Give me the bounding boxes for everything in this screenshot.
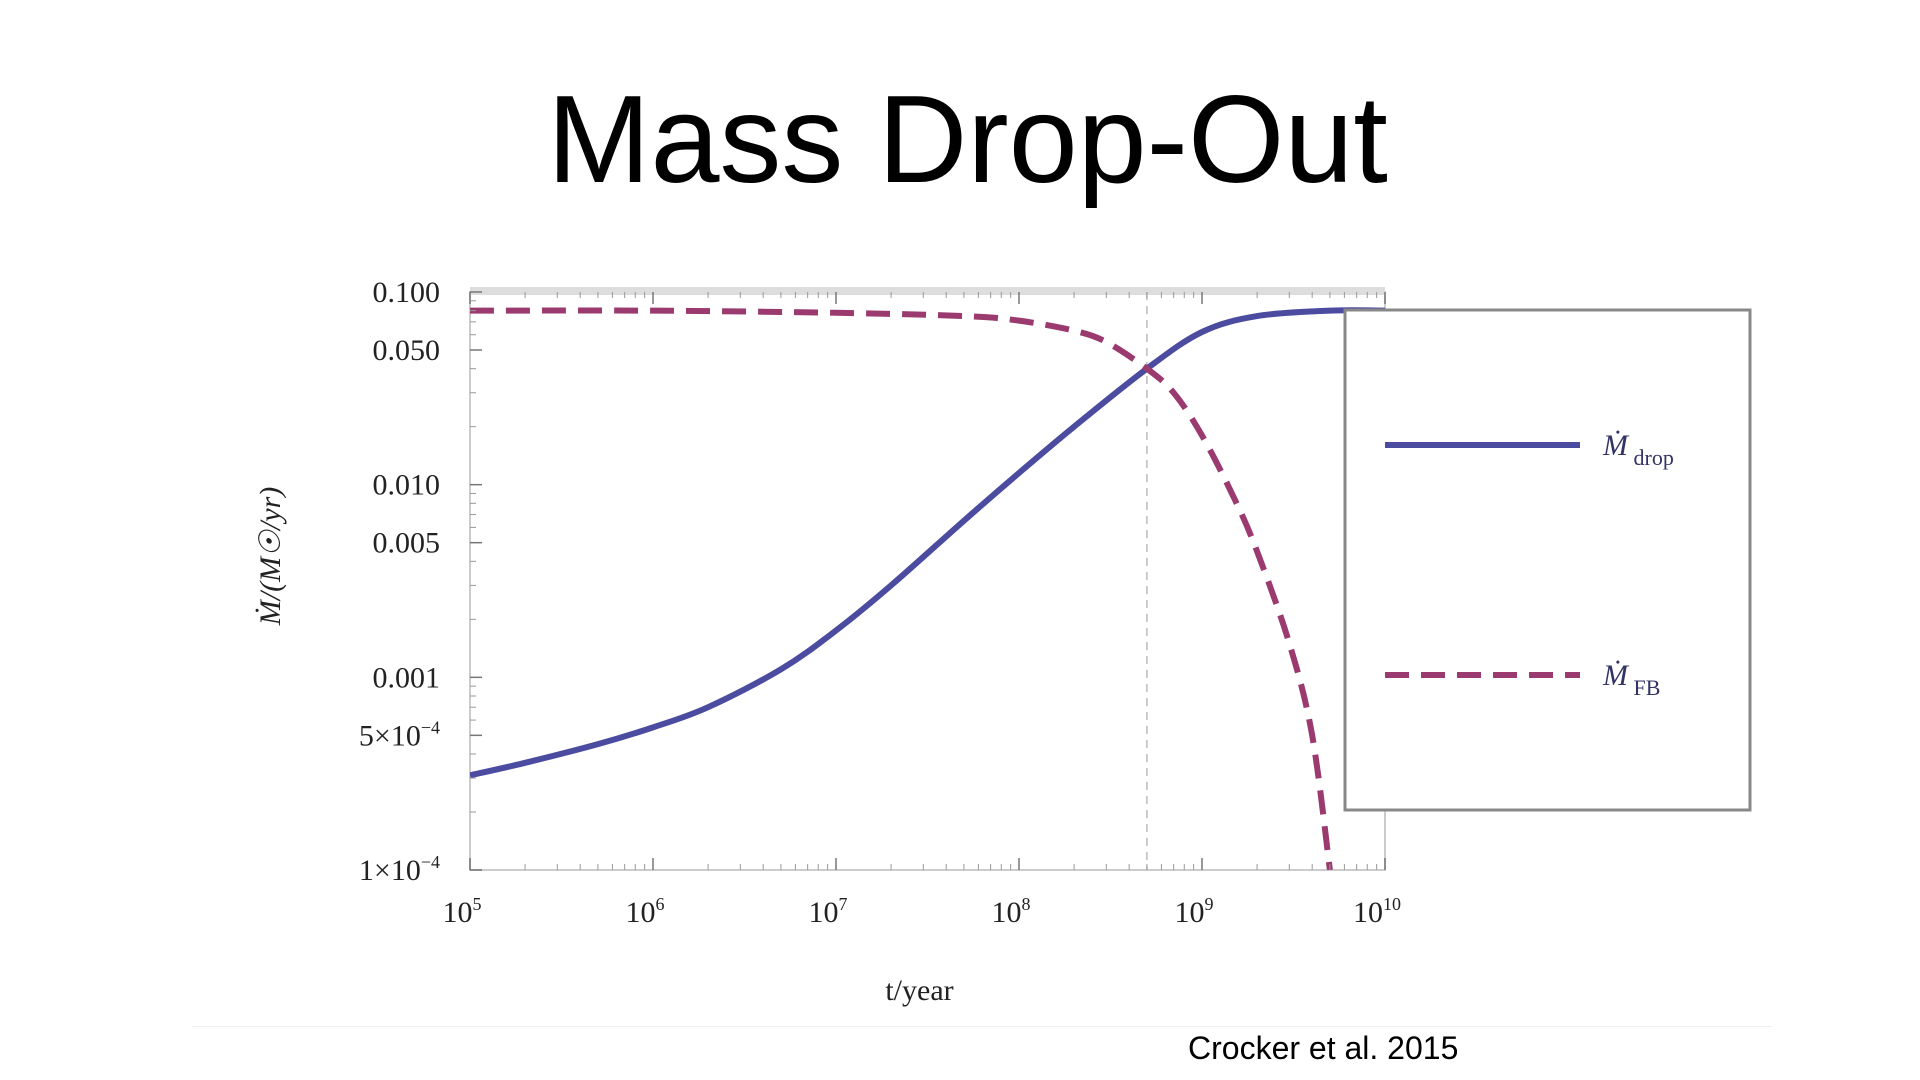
x-tick-label: 105 [443,894,482,929]
plot-area-frame [469,291,1386,871]
y-tick-label: 5×10−4 [359,717,440,752]
x-axis-label: t/year [885,974,953,1007]
legend-label-fb: Ṁ FB [1602,659,1660,700]
y-tick-label: 0.010 [373,469,441,502]
y-tick-label: 1×10−4 [359,852,440,887]
y-tick-label: 0.050 [373,334,441,367]
x-axis-ticks: 105 106 107 108 109 1010 [443,292,1401,929]
x-tick-label: 106 [626,894,665,929]
x-tick-label: 107 [809,894,848,929]
slide-title: Mass Drop-Out [547,71,1388,209]
x-tick-label: 108 [992,894,1031,929]
legend-box [1343,308,1752,812]
y-axis-label: Ṁ/(M☉/yr) [254,487,287,627]
y-tick-label: 0.005 [373,527,441,560]
series-layer [470,307,1386,870]
y-tick-label: 0.001 [373,661,441,694]
y-axis-ticks: 0.100 0.050 0.010 0.005 0.001 5×10−4 1×10−4 [359,276,482,887]
divider [192,1026,1772,1027]
series-line-fb [470,307,1333,870]
credit-text: Crocker et al. 2015 [1188,1030,1459,1066]
legend-label-drop: Ṁ drop [1602,429,1674,470]
legend: Ṁ drop Ṁ FB [1343,308,1752,812]
y-tick-label: 0.100 [373,276,441,309]
x-tick-label: 1010 [1353,894,1401,929]
plot-frame [469,287,1386,871]
x-tick-label: 109 [1175,894,1214,929]
series-line-drop [470,307,1386,779]
